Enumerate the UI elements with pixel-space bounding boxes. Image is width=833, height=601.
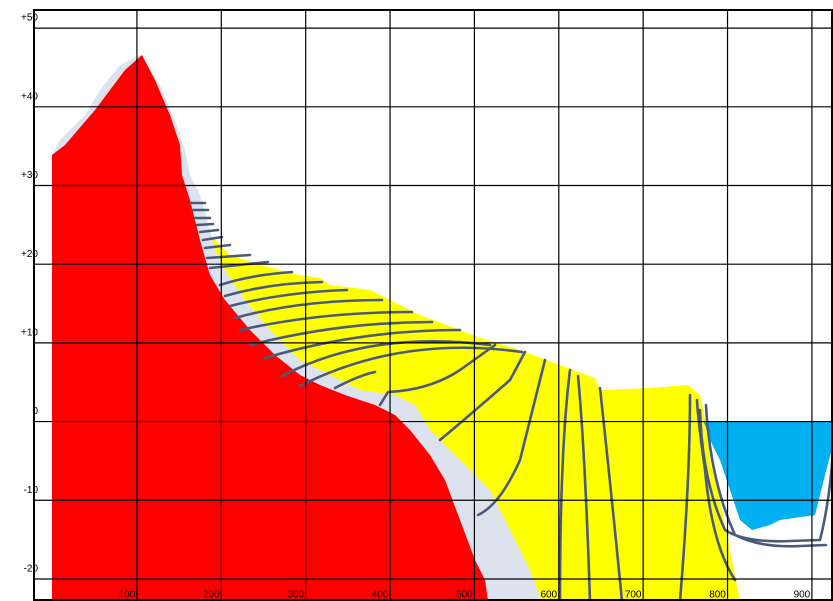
x-tick-label: 300 — [287, 590, 304, 601]
y-tick-label: +20 — [21, 249, 38, 260]
x-tick-label: 800 — [709, 590, 726, 601]
y-tick-label: +50 — [21, 13, 38, 24]
x-tick-label: 700 — [625, 590, 642, 601]
y-tick-label: +40 — [21, 91, 38, 102]
x-tick-label: 600 — [540, 590, 557, 601]
strata — [52, 55, 833, 601]
y-tick-label: -20 — [24, 564, 39, 575]
x-tick-label: 100 — [119, 590, 136, 601]
x-tick-label: 200 — [203, 590, 220, 601]
page: {"chart_data": {"type": "cross-section",… — [0, 0, 833, 601]
chart: 100 200 300 400 500 600 700 800 900 +50 +40 +30 +20 +… — [0, 0, 833, 601]
y-tick-label: -10 — [24, 485, 39, 496]
x-tick-label: 400 — [372, 590, 389, 601]
y-tick-label: +10 — [21, 328, 38, 339]
x-tick-label: 500 — [456, 590, 473, 601]
y-tick-label: +30 — [21, 170, 38, 181]
x-tick-label: 900 — [794, 590, 811, 601]
